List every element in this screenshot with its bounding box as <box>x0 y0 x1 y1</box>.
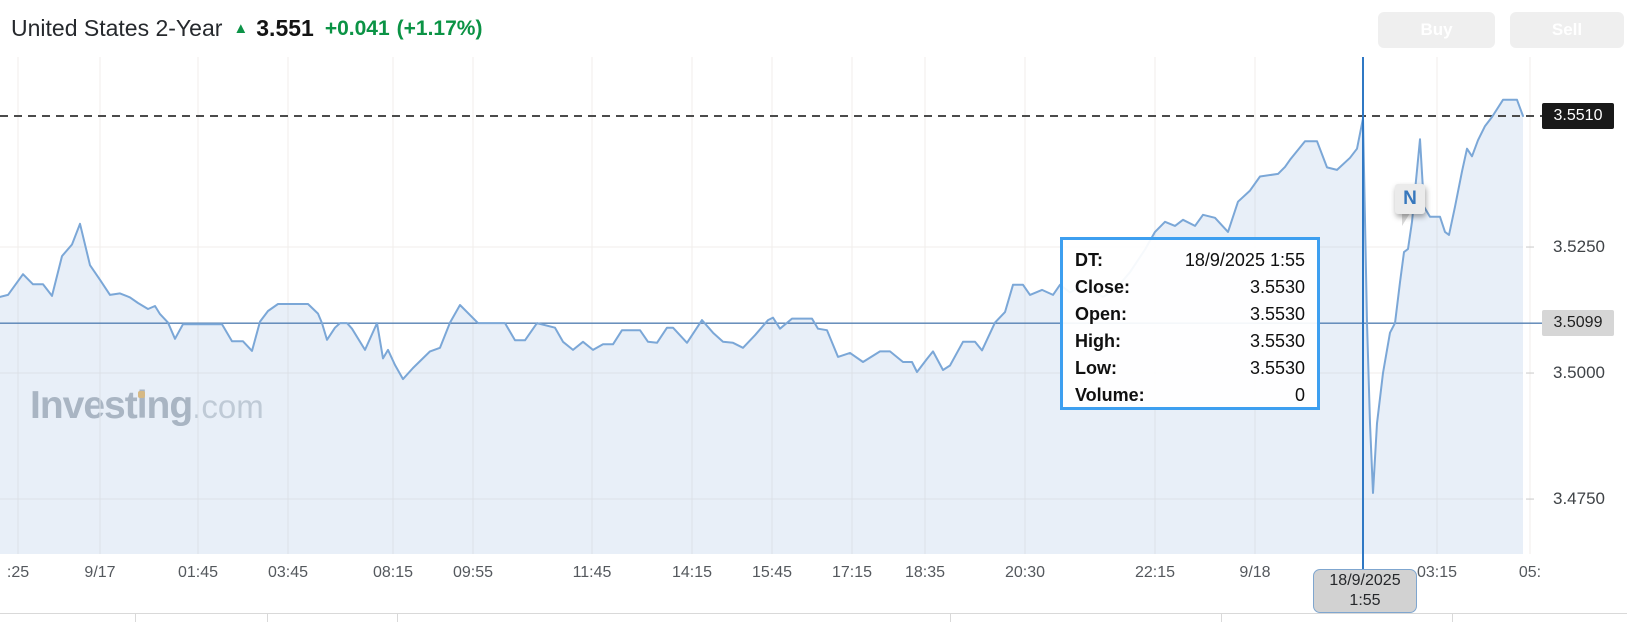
watermark-suffix: .com <box>192 388 264 425</box>
x-axis-tick-label: 09:55 <box>452 564 494 581</box>
y-axis-tick-label: 3.5250 <box>1553 237 1605 257</box>
navigator-divider <box>267 614 268 622</box>
investing-watermark-logo: Investing.com <box>30 384 264 428</box>
navigator-top-border <box>0 613 1627 614</box>
tooltip-row-volume: Volume: 0 <box>1075 385 1305 405</box>
instrument-header: United States 2-Year ▲ 3.551 +0.041 (+1.… <box>0 0 1627 57</box>
news-marker-icon[interactable]: N <box>1395 184 1425 214</box>
x-axis-tick-label: 17:15 <box>831 564 873 581</box>
last-price-axis-badge: 3.5510 <box>1542 102 1614 129</box>
x-axis-tick-label: 14:15 <box>671 564 713 581</box>
tooltip-row-low: Low: 3.5530 <box>1075 358 1305 378</box>
crosshair-time: 1:55 <box>1349 592 1381 609</box>
crosshair-date-badge: 18/9/2025 1:55 <box>1313 569 1417 613</box>
x-axis-tick-label: 11:45 <box>572 564 612 581</box>
series-line <box>0 98 1524 494</box>
x-axis-tick-label: 9/18 <box>1239 564 1271 581</box>
ohlc-tooltip: DT: 18/9/2025 1:55 Close: 3.5530 Open: 3… <box>1060 237 1320 410</box>
x-axis-tick-label: 15:45 <box>751 564 793 581</box>
y-axis-tick-label: 3.5000 <box>1553 363 1605 383</box>
prev-close-axis-badge: 3.5099 <box>1542 310 1614 337</box>
tooltip-row-dt: DT: 18/9/2025 1:55 <box>1075 250 1305 270</box>
y-axis-tick-label: 3.4750 <box>1553 489 1605 509</box>
instrument-title: United States 2-Year <box>11 15 223 41</box>
buy-button[interactable]: Buy <box>1378 12 1495 48</box>
navigator-divider <box>135 614 136 622</box>
tooltip-row-close: Close: 3.5530 <box>1075 277 1305 297</box>
x-axis-tick-label: 05: <box>1518 564 1542 581</box>
x-axis-tick-label: 03:15 <box>1416 564 1458 581</box>
x-axis-tick-label: 18:35 <box>904 564 946 581</box>
price-change: +0.041 <box>324 16 390 40</box>
x-axis-tick-label: 08:15 <box>372 564 414 581</box>
series-area-fill <box>0 99 1523 555</box>
navigator-divider <box>397 614 398 622</box>
watermark-text: Investing <box>30 384 193 427</box>
x-axis-tick-label: 9/17 <box>84 564 116 581</box>
price-change-percent: (+1.17%) <box>396 16 483 40</box>
x-axis-tick-label: 01:45 <box>177 564 219 581</box>
tooltip-row-high: High: 3.5530 <box>1075 331 1305 351</box>
x-axis-tick-label: 20:30 <box>1004 564 1046 581</box>
x-axis-tick-label: :25 <box>6 564 30 581</box>
x-axis-tick-label: 22:15 <box>1134 564 1176 581</box>
price-up-arrow-icon: ▲ <box>233 20 249 37</box>
watermark-orange-dot <box>138 391 145 398</box>
navigator-divider <box>1452 614 1453 622</box>
navigator-divider <box>950 614 951 622</box>
last-price: 3.551 <box>256 15 314 41</box>
navigator-divider <box>1221 614 1222 622</box>
tooltip-row-open: Open: 3.5530 <box>1075 304 1305 324</box>
x-axis-tick-label: 03:45 <box>267 564 309 581</box>
news-marker-tail <box>1402 213 1410 226</box>
sell-button[interactable]: Sell <box>1510 12 1624 48</box>
crosshair-date: 18/9/2025 <box>1329 572 1401 589</box>
